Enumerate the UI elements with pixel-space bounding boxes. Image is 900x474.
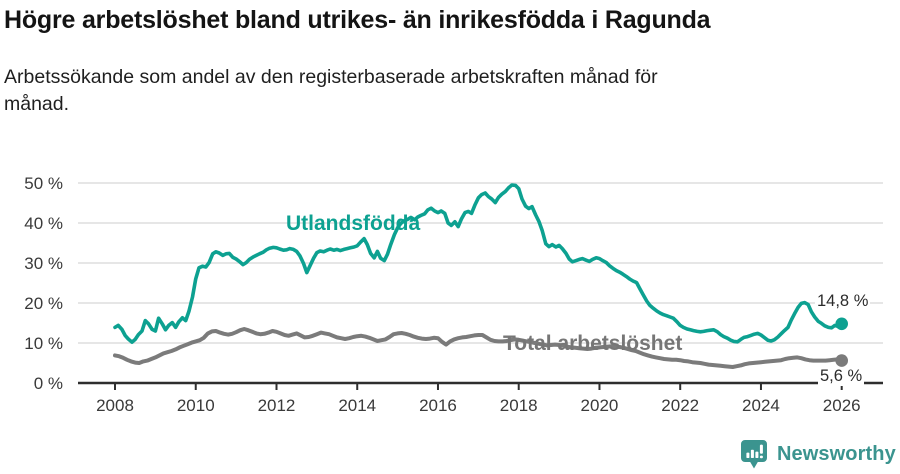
x-tick-label: 2010 <box>177 396 215 415</box>
series-line <box>113 327 844 369</box>
series-label-utlandsfodda: Utlandsfödda <box>286 212 421 235</box>
x-tick-label: 2008 <box>96 396 134 415</box>
series-label-total: Total arbetslöshet <box>503 332 683 355</box>
newsworthy-logo: Newsworthy <box>740 439 896 470</box>
chart-subtitle: Arbetssökande som andel av den registerb… <box>4 66 658 115</box>
x-tick-label: 2012 <box>258 396 296 415</box>
x-tick-label: 2026 <box>823 396 861 415</box>
y-tick-label: 50 % <box>24 174 63 193</box>
x-tick-label: 2018 <box>500 396 538 415</box>
series-end-dot <box>835 317 848 331</box>
bar-chart-speech-bubble-icon <box>741 440 767 469</box>
y-tick-label: 0 % <box>34 374 63 393</box>
y-tick-label: 20 % <box>24 294 63 313</box>
y-tick-label: 30 % <box>24 254 63 273</box>
x-tick-label: 2014 <box>338 396 376 415</box>
x-tick-label: 2024 <box>742 396 780 415</box>
x-tick-label: 2022 <box>661 396 699 415</box>
y-tick-label: 40 % <box>24 214 63 233</box>
brand-name: Newsworthy <box>777 443 896 465</box>
y-tick-label: 10 % <box>24 334 63 353</box>
end-value-label-utlandsfodda: 14,8 % <box>815 292 871 311</box>
series-line <box>113 183 844 345</box>
end-value-label-total: 5,6 % <box>818 367 865 386</box>
series-end-dot <box>835 354 848 367</box>
page-title: Högre arbetslöshet bland utrikes- än inr… <box>4 6 711 34</box>
x-tick-label: 2020 <box>581 396 619 415</box>
x-tick-label: 2016 <box>419 396 457 415</box>
